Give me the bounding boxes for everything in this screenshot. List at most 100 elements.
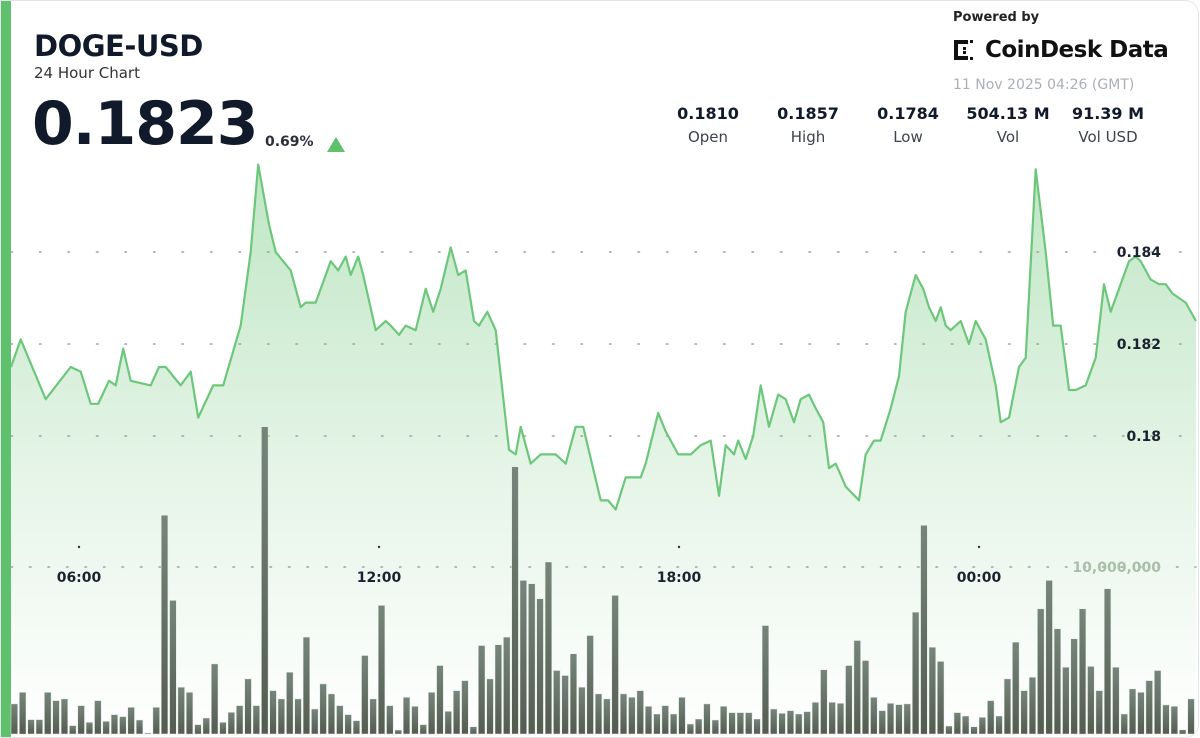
volume-bar	[1070, 638, 1078, 735]
x-tick-label: 18:00	[657, 570, 702, 586]
volume-bar	[428, 692, 436, 735]
volume-bar	[778, 713, 786, 735]
volume-bar	[1095, 690, 1103, 735]
volume-bar	[1112, 666, 1120, 735]
x-tick-mark	[977, 545, 981, 549]
volume-bar	[703, 703, 711, 735]
volume-bar	[836, 703, 845, 735]
volume-bar	[678, 697, 686, 735]
volume-bar	[436, 665, 444, 735]
y-tick-label: 0.184	[1117, 245, 1162, 261]
x-tick-mark	[677, 545, 681, 549]
volume-bar	[319, 683, 327, 735]
volume-bar	[386, 705, 394, 735]
volume-bar	[561, 675, 569, 735]
volume-bar	[244, 678, 252, 735]
volume-bar	[327, 693, 336, 735]
timestamp: 11 Nov 2025 04:26 (GMT)	[953, 77, 1135, 93]
volume-bar	[928, 646, 936, 735]
volume-bar	[519, 580, 527, 735]
volume-bar	[135, 719, 144, 735]
volume-bar	[995, 715, 1003, 735]
volume-bar	[27, 719, 35, 735]
volume-bar	[861, 660, 870, 735]
volume-bar	[853, 640, 861, 735]
volume-bar	[544, 561, 553, 735]
volume-bar	[444, 711, 452, 735]
up-arrow-icon	[327, 137, 345, 152]
volume-bar	[85, 722, 94, 735]
volume-bar	[1103, 588, 1112, 735]
volume-bar	[1137, 692, 1145, 735]
volume-bar	[903, 703, 911, 735]
volume-bar	[110, 714, 119, 735]
volume-bar	[1170, 706, 1178, 735]
volume-bar	[469, 726, 477, 735]
volume-bar	[461, 680, 469, 735]
volume-bar	[845, 665, 853, 735]
volume-bar	[152, 707, 160, 735]
volume-bar	[962, 715, 970, 735]
stat-value: 0.1784	[877, 104, 939, 123]
volume-bar	[269, 690, 277, 735]
volume-bar	[77, 705, 85, 735]
volume-bar	[987, 700, 995, 735]
volume-bar	[603, 698, 611, 735]
brand-name: CoinDesk Data	[985, 37, 1169, 63]
volume-bar	[811, 702, 820, 735]
stat-label: Vol USD	[1078, 128, 1138, 146]
volume-bar	[194, 724, 202, 735]
x-tick-label: 06:00	[57, 570, 102, 586]
volume-bar	[945, 725, 953, 735]
volume-bar	[144, 732, 152, 735]
volume-bar	[1120, 713, 1128, 735]
volume-bar	[1028, 676, 1037, 735]
volume-bar	[344, 714, 352, 735]
powered-by-label: Powered by	[953, 10, 1040, 25]
volume-tick-label: 10,000,000	[1072, 560, 1161, 576]
stat-open: 0.1810 Open	[658, 104, 758, 146]
x-tick-label: 00:00	[957, 570, 1002, 586]
volume-bar	[828, 702, 836, 735]
stats-row: 0.1810 Open 0.1857 High 0.1784 Low 504.13 M…	[658, 104, 1158, 146]
volume-bar	[1053, 628, 1062, 735]
volume-bar	[803, 711, 811, 735]
volume-bar	[1128, 688, 1137, 735]
volume-bar	[753, 718, 761, 735]
volume-bar	[878, 710, 886, 735]
volume-bar	[920, 525, 928, 735]
volume-bar	[453, 690, 461, 735]
volume-bar	[937, 661, 945, 735]
volume-bar	[311, 708, 319, 735]
volume-bar	[644, 706, 653, 735]
volume-bar	[1145, 680, 1153, 735]
volume-bar	[19, 692, 27, 735]
volume-bar	[44, 692, 52, 735]
volume-bar	[745, 712, 753, 735]
volume-bar	[795, 713, 803, 735]
volume-bar	[970, 726, 978, 735]
volume-bar	[628, 697, 636, 735]
volume-bar	[886, 703, 895, 735]
stat-label: Open	[687, 128, 729, 146]
volume-bar	[736, 712, 744, 735]
volume-bar	[695, 718, 703, 735]
volume-bar	[1078, 608, 1087, 735]
volume-bar	[411, 706, 419, 735]
volume-bar	[185, 692, 194, 735]
volume-bar	[1062, 666, 1070, 735]
volume-bar	[728, 712, 736, 735]
volume-bar	[619, 693, 628, 735]
volume-bar	[69, 725, 77, 735]
stat-label: Vol	[996, 128, 1020, 146]
volume-bar	[219, 722, 227, 735]
volume-bar	[1087, 666, 1095, 735]
volume-bar	[160, 514, 169, 735]
volume-bar	[594, 693, 603, 735]
volume-bar	[1003, 678, 1012, 735]
volume-bar	[912, 611, 920, 735]
volume-bar	[653, 713, 661, 735]
volume-bar	[1037, 608, 1045, 735]
volume-bar	[211, 663, 219, 735]
coindesk-logo-icon	[954, 40, 973, 60]
